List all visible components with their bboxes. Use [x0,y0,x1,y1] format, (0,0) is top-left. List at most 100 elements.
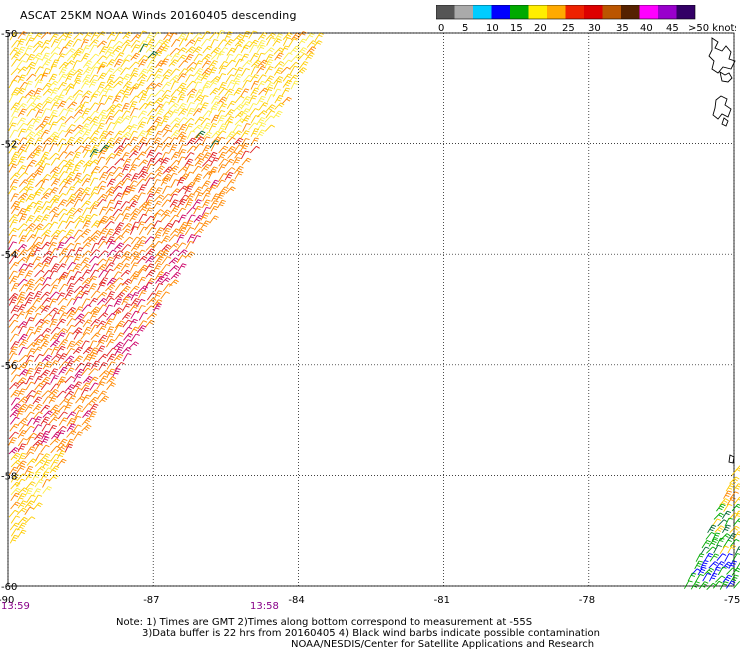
wind-barb [9,275,19,285]
wind-barb [32,424,42,433]
wind-barb [257,59,268,67]
wind-barb [98,250,109,258]
wind-barb [241,96,251,105]
wind-barb [217,164,227,173]
wind-barb [106,39,116,49]
wind-barb [194,158,205,167]
wind-barb [73,47,84,56]
wind-barb [153,263,163,272]
wind-barb [96,180,107,189]
wind-barb [82,144,91,154]
wind-barb [248,103,258,112]
legend-swatch [621,5,640,19]
wind-barb [264,75,275,84]
wind-barb [34,361,44,371]
wind-barb [121,138,130,147]
longitude-label: -78 [579,595,595,606]
wind-barb [146,115,155,125]
wind-barb [89,177,99,187]
wind-barb [17,516,28,525]
wind-barb [41,122,51,131]
wind-barb [122,158,132,168]
wind-barb [201,163,211,172]
wind-barb [722,539,732,548]
wind-barb [64,73,74,83]
wind-barb [42,478,51,488]
wind-barb [170,205,180,214]
wind-barb [8,158,18,167]
wind-barb [50,445,61,454]
wind-barb [33,45,43,53]
wind-barb [184,152,195,160]
wind-barb [56,390,67,399]
wind-barb [106,249,117,258]
wind-barb [178,135,187,145]
wind-barb [11,108,20,118]
wind-barb [65,48,76,56]
wind-barb [106,376,117,384]
wind-barb [32,439,43,447]
wind-barb [49,438,61,446]
wind-barb [56,192,67,201]
wind-barb [41,423,51,432]
wind-barb [25,381,35,390]
wind-barb [145,137,155,147]
wind-barb [210,157,219,166]
wind-barb [274,102,285,110]
wind-barb [121,213,131,222]
wind-barb [129,95,140,104]
wind-barb [161,173,172,182]
wind-barb [120,251,131,259]
wind-barb [145,172,155,181]
wind-barb [26,95,36,104]
wind-barb [115,89,125,98]
wind-barb [240,53,250,63]
wind-barb [10,367,21,375]
wind-barb [58,178,69,187]
wind-barb [114,213,124,222]
wind-barb [105,115,114,125]
wind-barb [73,32,84,40]
wind-barb [114,346,124,356]
wind-barb [8,437,17,446]
wind-barb [702,572,712,582]
wind-barb [9,382,20,390]
wind-barb [130,275,139,285]
wind-barb [105,262,115,271]
wind-barb [192,165,202,174]
wind-barb [10,397,21,406]
wind-barb [41,229,52,237]
wind-barb [88,159,100,167]
wind-barb [217,39,228,48]
wind-barb [274,52,284,61]
wind-barb [113,353,124,362]
wind-barb [152,179,161,188]
wind-barb [113,172,124,180]
wind-barb [34,79,44,88]
wind-barb [152,137,162,146]
wind-barb [56,328,68,336]
wind-barb [18,369,29,377]
wind-barb [96,55,107,63]
wind-barb [137,110,147,119]
wind-barb [16,460,27,469]
wind-barb [177,227,187,236]
legend-swatch [676,5,695,19]
wind-barb [18,213,28,223]
wind-barb [232,124,242,133]
wind-barb [49,360,59,368]
wind-barb [17,108,27,117]
wind-barb [80,173,91,182]
wind-barb [177,102,187,111]
legend-label: 0 [438,23,444,34]
wind-barb [733,581,740,589]
wind-barb [48,255,58,265]
wind-barb [33,283,44,291]
wind-barb [250,128,260,137]
wind-barb [88,39,99,47]
wind-barb [73,431,83,440]
wind-barb [82,346,93,355]
wind-barb [24,262,34,272]
wind-barb [265,81,275,91]
wind-barb [96,381,106,390]
